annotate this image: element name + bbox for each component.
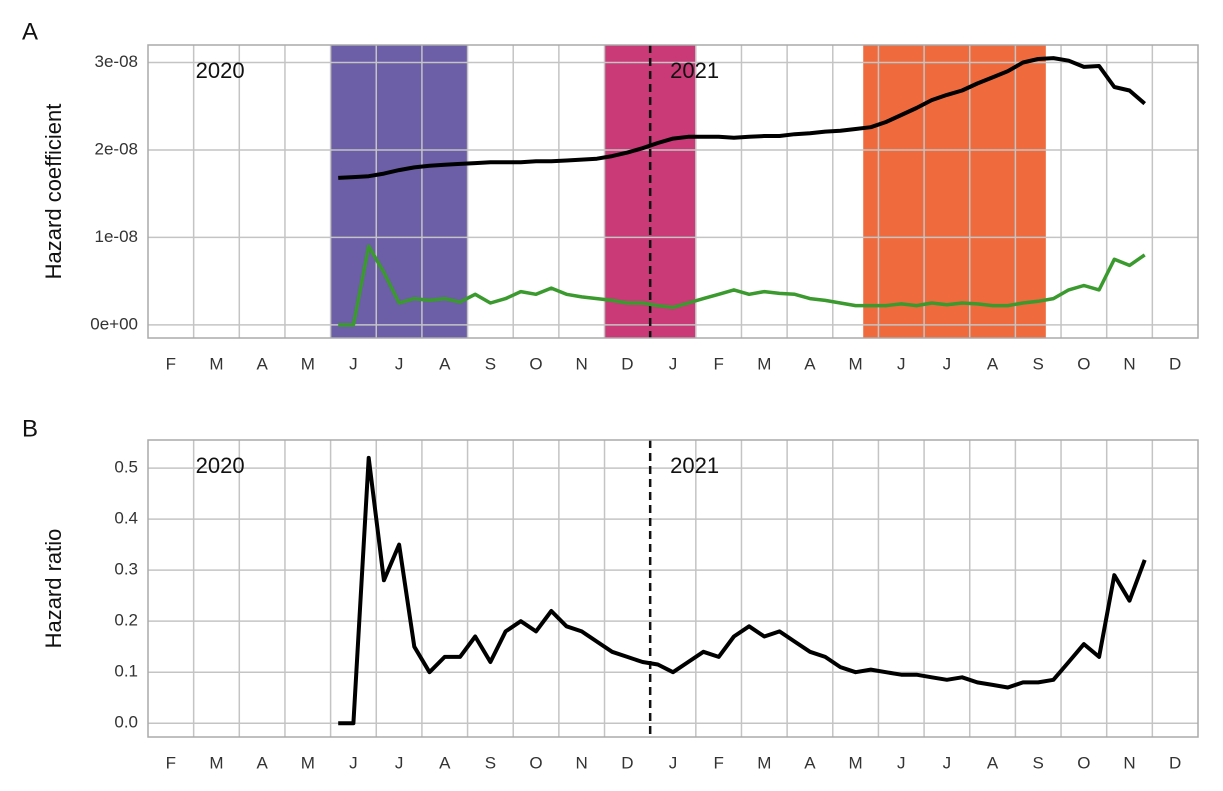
x-tick-label: A	[439, 753, 451, 772]
x-tick-label: M	[849, 354, 863, 373]
y-tick-label: 0.2	[114, 611, 138, 630]
x-tick-label: J	[943, 354, 952, 373]
x-tick-label: J	[669, 753, 678, 772]
x-tick-label: A	[256, 354, 268, 373]
x-tick-label: S	[1033, 354, 1044, 373]
x-tick-label: M	[301, 753, 315, 772]
x-tick-label: M	[757, 753, 771, 772]
x-tick-label: O	[529, 753, 542, 772]
y-tick-label: 0.0	[114, 713, 138, 732]
x-tick-label: D	[1169, 753, 1181, 772]
x-tick-label: N	[1123, 753, 1135, 772]
y-tick-label: 0.4	[114, 509, 138, 528]
x-tick-label: D	[621, 753, 633, 772]
year-annotation: 2020	[196, 58, 245, 83]
y-tick-label: 0.5	[114, 458, 138, 477]
x-tick-label: M	[301, 354, 315, 373]
x-tick-label: A	[987, 753, 999, 772]
x-tick-label: M	[757, 354, 771, 373]
plot-frame	[147, 44, 1199, 339]
x-tick-label: J	[349, 354, 358, 373]
x-tick-label: J	[349, 753, 358, 772]
x-tick-label: S	[485, 753, 496, 772]
plot-background	[148, 440, 1198, 737]
x-tick-label: F	[713, 753, 723, 772]
x-tick-label: N	[576, 354, 588, 373]
x-tick-label: A	[804, 354, 816, 373]
x-tick-label: O	[529, 354, 542, 373]
x-tick-label: O	[1077, 753, 1090, 772]
x-tick-label: D	[1169, 354, 1181, 373]
x-tick-label: A	[439, 354, 451, 373]
x-tick-label: M	[209, 354, 223, 373]
x-tick-label: J	[897, 753, 906, 772]
plot-frame	[147, 439, 1199, 738]
y-tick-label: 0.3	[114, 560, 138, 579]
x-tick-label: M	[209, 753, 223, 772]
x-tick-label: N	[576, 753, 588, 772]
x-tick-label: F	[713, 354, 723, 373]
y-tick-label: 1e-08	[95, 227, 138, 246]
highlight-region	[863, 45, 1046, 338]
x-tick-label: F	[166, 354, 176, 373]
x-tick-label: N	[1123, 354, 1135, 373]
panel-label: B	[22, 415, 38, 442]
panel-label: A	[22, 18, 38, 45]
data-line	[338, 56, 1147, 180]
y-tick-label: 2e-08	[95, 139, 138, 158]
x-tick-label: J	[897, 354, 906, 373]
x-tick-label: J	[395, 753, 404, 772]
y-tick-label: 0e+00	[90, 314, 138, 333]
data-line	[338, 455, 1147, 726]
x-tick-label: A	[256, 753, 268, 772]
y-tick-label: 3e-08	[95, 52, 138, 71]
x-tick-label: D	[621, 354, 633, 373]
y-axis-title: Hazard coefficient	[41, 104, 66, 280]
x-tick-label: A	[987, 354, 999, 373]
x-tick-label: M	[849, 753, 863, 772]
x-tick-label: F	[166, 753, 176, 772]
x-tick-label: J	[943, 753, 952, 772]
x-tick-label: S	[1033, 753, 1044, 772]
data-line	[338, 244, 1146, 327]
y-tick-label: 0.1	[114, 662, 138, 681]
year-annotation: 2021	[670, 58, 719, 83]
year-annotation: 2021	[670, 453, 719, 478]
x-tick-label: A	[804, 753, 816, 772]
x-tick-label: J	[395, 354, 404, 373]
x-tick-label: O	[1077, 354, 1090, 373]
x-tick-label: J	[669, 354, 678, 373]
highlight-region	[330, 45, 468, 338]
x-tick-label: S	[485, 354, 496, 373]
year-annotation: 2020	[196, 453, 245, 478]
y-axis-title: Hazard ratio	[41, 529, 66, 649]
